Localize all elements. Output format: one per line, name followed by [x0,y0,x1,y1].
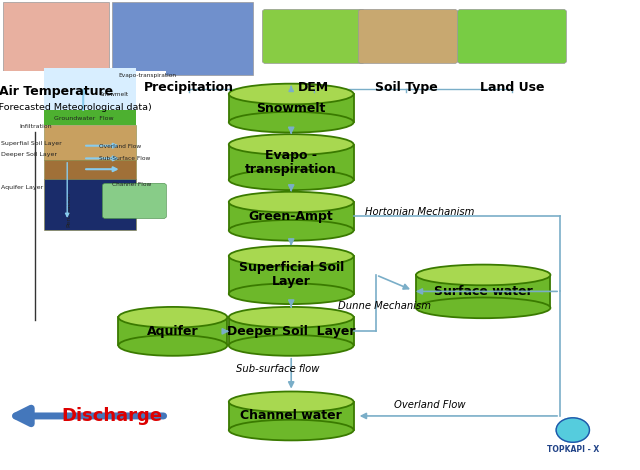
FancyBboxPatch shape [44,160,136,179]
Ellipse shape [229,192,354,212]
Ellipse shape [416,265,550,285]
Text: Overland Flow: Overland Flow [394,400,465,410]
FancyBboxPatch shape [112,2,253,75]
Text: Surface water: Surface water [434,285,532,298]
Text: Deeper Soil  Layer: Deeper Soil Layer [227,325,355,338]
FancyBboxPatch shape [458,9,566,63]
Text: Land Use: Land Use [480,81,544,94]
Ellipse shape [118,307,227,328]
FancyBboxPatch shape [44,110,136,125]
Text: Green-Ampt: Green-Ampt [249,210,333,223]
Text: Channel water: Channel water [241,409,342,423]
FancyBboxPatch shape [262,9,365,63]
Text: Precipitation: Precipitation [144,81,234,94]
Circle shape [556,418,589,442]
FancyBboxPatch shape [229,145,354,180]
Ellipse shape [229,246,354,266]
Text: Discharge: Discharge [61,407,163,425]
FancyBboxPatch shape [229,402,354,430]
Text: Percolation: Percolation [67,192,72,227]
FancyBboxPatch shape [44,68,136,110]
FancyBboxPatch shape [44,179,136,230]
Text: Aquifer Layer: Aquifer Layer [1,186,44,190]
Text: Soil Type: Soil Type [375,81,438,94]
Text: (Observed/Forecasted Meteorological data): (Observed/Forecasted Meteorological data… [0,103,152,112]
Text: Sub-Surface Flow: Sub-Surface Flow [99,156,150,161]
FancyBboxPatch shape [358,9,458,63]
Text: Hortonian Mechanism: Hortonian Mechanism [365,207,474,218]
Text: Infiltration: Infiltration [19,125,52,129]
FancyBboxPatch shape [44,125,136,160]
Text: Overland Flow: Overland Flow [99,144,141,149]
Ellipse shape [416,298,550,318]
FancyBboxPatch shape [0,70,166,338]
Ellipse shape [229,335,354,356]
Text: DEM: DEM [298,81,329,94]
Text: Evapo -
transpiration: Evapo - transpiration [245,149,337,176]
Ellipse shape [229,220,354,241]
Text: Evapo-transpiration: Evapo-transpiration [118,73,177,78]
Text: Air Temperature: Air Temperature [0,85,113,98]
Text: Channel Flow: Channel Flow [112,182,151,187]
Text: Groundwater  Flow: Groundwater Flow [54,116,114,121]
Ellipse shape [229,392,354,412]
Text: TOPKAPI - X: TOPKAPI - X [547,445,599,454]
Text: Dunne Mechanism: Dunne Mechanism [338,301,431,312]
Text: Superfial Soil Layer: Superfial Soil Layer [1,141,62,146]
FancyBboxPatch shape [3,2,109,75]
Ellipse shape [229,84,354,104]
Ellipse shape [118,335,227,356]
FancyBboxPatch shape [229,317,354,345]
FancyBboxPatch shape [118,317,227,345]
Ellipse shape [229,283,354,304]
Ellipse shape [229,420,354,440]
Text: Aquifer: Aquifer [147,325,198,338]
FancyBboxPatch shape [229,256,354,294]
Text: Deeper Soil Layer: Deeper Soil Layer [1,152,58,157]
Text: Superficial Soil
Layer: Superficial Soil Layer [239,261,344,289]
Text: Snowmelt: Snowmelt [99,92,129,96]
FancyBboxPatch shape [102,183,166,219]
FancyBboxPatch shape [416,275,550,308]
FancyBboxPatch shape [229,202,354,230]
Text: Sub-surface flow: Sub-surface flow [236,364,319,374]
Text: Snowmelt: Snowmelt [257,102,326,115]
Ellipse shape [229,307,354,328]
Ellipse shape [229,134,354,155]
Ellipse shape [229,112,354,133]
FancyBboxPatch shape [229,94,354,122]
Ellipse shape [229,169,354,190]
